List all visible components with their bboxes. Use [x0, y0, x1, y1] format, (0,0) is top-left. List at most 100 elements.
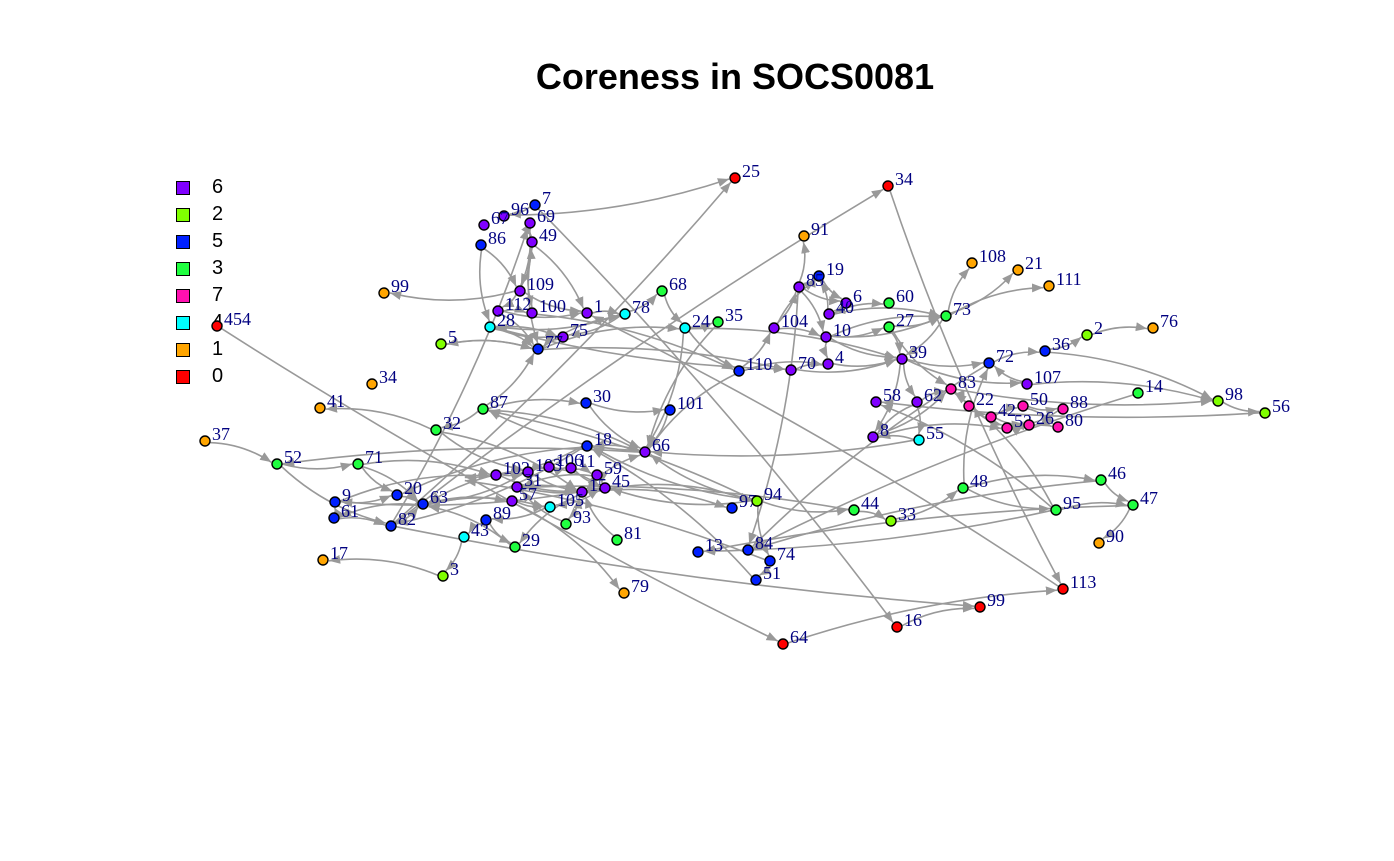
graph-node — [490, 469, 502, 481]
node-label: 109 — [527, 274, 554, 294]
graph-node — [813, 270, 825, 282]
graph-edge — [487, 409, 640, 452]
graph-edge — [648, 373, 736, 449]
graph-node — [823, 308, 835, 320]
node-label: 77 — [545, 332, 563, 352]
graph-node — [498, 210, 510, 222]
node-label: 25 — [742, 161, 760, 181]
graph-edge — [502, 310, 582, 320]
graph-edge — [881, 399, 1261, 419]
node-label: 13 — [705, 535, 723, 555]
node-label: 104 — [781, 311, 808, 331]
graph-edge — [877, 421, 1002, 438]
graph-node — [883, 297, 895, 309]
graph-edge — [325, 403, 432, 430]
graph-edge — [757, 505, 770, 556]
graph-edge — [494, 326, 786, 374]
node-label: 52 — [284, 447, 302, 467]
graph-edge — [584, 496, 615, 537]
legend-item: 7 — [176, 282, 223, 309]
graph-node — [581, 440, 593, 452]
graph-node — [1001, 422, 1013, 434]
graph-node — [543, 461, 555, 473]
node-label: 86 — [488, 228, 506, 248]
graph-node — [983, 357, 995, 369]
node-label: 45 — [612, 471, 630, 491]
graph-edge — [440, 431, 577, 491]
node-label: 66 — [652, 435, 670, 455]
legend-item: 5 — [176, 228, 223, 255]
node-label: 40 — [836, 297, 854, 317]
legend-swatch — [176, 180, 190, 195]
graph-node — [1095, 474, 1107, 486]
graph-edge — [468, 521, 483, 534]
node-label: 73 — [953, 299, 971, 319]
node-label: 1 — [594, 296, 603, 316]
legend-label: 7 — [212, 284, 224, 306]
graph-edge — [804, 277, 816, 288]
graph-edge — [955, 388, 1213, 407]
graph-edge — [650, 453, 753, 500]
graph-node — [599, 482, 611, 494]
graph-edge — [1027, 405, 1058, 416]
graph-node — [1127, 499, 1139, 511]
node-label: 32 — [443, 413, 461, 433]
node-label: 10 — [833, 320, 851, 340]
graph-node — [820, 331, 832, 343]
graph-edge — [362, 459, 491, 476]
node-label: 99 — [391, 276, 409, 296]
node-label: 33 — [898, 504, 916, 524]
node-label: 108 — [979, 246, 1006, 266]
graph-node — [798, 230, 810, 242]
graph-edge — [993, 346, 1040, 363]
graph-node — [437, 570, 449, 582]
graph-node — [611, 534, 623, 546]
graph-node — [911, 396, 923, 408]
graph-node — [692, 546, 704, 558]
node-label: 17 — [330, 543, 348, 563]
node-label: 84 — [755, 533, 773, 553]
node-label: 80 — [1065, 410, 1083, 430]
graph-node — [524, 217, 536, 229]
graph-edge — [333, 507, 345, 520]
node-label: 90 — [1106, 526, 1124, 546]
graph-edge — [590, 402, 665, 416]
graph-node — [1259, 407, 1271, 419]
graph-node — [957, 482, 969, 494]
graph-edge — [833, 305, 846, 315]
node-label: 27 — [896, 310, 914, 330]
node-label: 59 — [604, 458, 622, 478]
node-label: 100 — [539, 296, 566, 316]
node-label: 88 — [1070, 392, 1088, 412]
graph-node — [366, 378, 378, 390]
graph-edge — [441, 410, 479, 431]
node-label: 8 — [880, 420, 889, 440]
graph-edge — [488, 408, 753, 501]
graph-edge — [464, 477, 766, 561]
legend-item: 1 — [176, 336, 223, 363]
node-label: 51 — [763, 563, 781, 583]
legend-swatch — [176, 234, 190, 249]
node-label: 112 — [505, 294, 531, 314]
node-label: 64 — [790, 627, 808, 647]
graph-node — [712, 316, 724, 328]
graph-edge — [800, 290, 826, 332]
graph-node — [480, 514, 492, 526]
node-label: 97 — [739, 491, 757, 511]
node-label: 39 — [909, 342, 927, 362]
graph-node — [211, 320, 223, 332]
node-label: 14 — [1145, 376, 1163, 396]
node-label: 63 — [430, 487, 448, 507]
graph-edge — [1031, 380, 1213, 402]
node-label: 62 — [924, 385, 942, 405]
legend-item: 2 — [176, 201, 223, 228]
graph-node — [729, 172, 741, 184]
node-label: 58 — [883, 385, 901, 405]
node-label: 89 — [493, 503, 511, 523]
node-label: 42 — [998, 400, 1016, 420]
node-label: 93 — [573, 507, 591, 527]
node-label: 7 — [542, 188, 551, 208]
node-label: 69 — [537, 206, 555, 226]
graph-node — [785, 364, 797, 376]
graph-edge — [1222, 401, 1260, 417]
